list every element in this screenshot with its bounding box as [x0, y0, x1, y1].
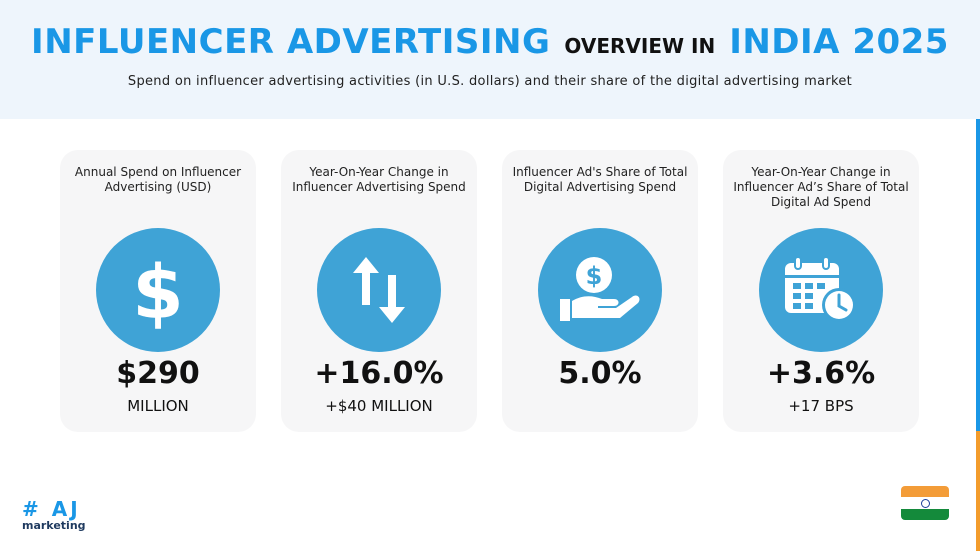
stat-card-yoy-spend-change: Year-On-Year Change in Influencer Advert…	[281, 150, 477, 432]
title-part-3: INDIA 2025	[729, 22, 949, 62]
stat-card-digital-share: Influencer Ad's Share of Total Digital A…	[502, 150, 698, 432]
title-part-1: INFLUENCER ADVERTISING	[31, 22, 551, 62]
svg-text:$: $	[586, 262, 603, 290]
card-sub: +$40 MILLION	[325, 397, 433, 415]
aj-marketing-logo: # AJ marketing	[22, 498, 86, 532]
card-value: +3.6%	[766, 356, 876, 391]
title-part-2: OVERVIEW IN	[564, 34, 716, 58]
card-label: Year-On-Year Change in Influencer Advert…	[292, 165, 466, 194]
dollar-sign-icon: $	[96, 228, 220, 352]
logo-text: marketing	[22, 519, 86, 532]
logo-mark: # AJ	[22, 497, 81, 521]
up-down-arrows-icon	[317, 228, 441, 352]
hand-coin-icon: $	[538, 228, 662, 352]
india-flag-icon	[901, 486, 949, 520]
page-title: INFLUENCER ADVERTISING OVERVIEW IN INDIA…	[0, 22, 980, 62]
header: INFLUENCER ADVERTISING OVERVIEW IN INDIA…	[0, 0, 980, 119]
card-value: +16.0%	[314, 356, 444, 391]
card-value: $290	[116, 356, 200, 391]
stat-card-yoy-share-change: Year-On-Year Change in Influencer Ad’s S…	[723, 150, 919, 432]
card-sub: MILLION	[127, 397, 189, 415]
right-accent-bar	[976, 119, 980, 551]
svg-text:$: $	[132, 250, 184, 330]
card-sub: +17 BPS	[788, 397, 854, 415]
card-label: Year-On-Year Change in Influencer Ad’s S…	[733, 165, 909, 209]
page-subtitle: Spend on influencer advertising activiti…	[127, 74, 853, 89]
card-value: 5.0%	[558, 356, 642, 391]
card-label: Annual Spend on Influencer Advertising (…	[74, 165, 242, 194]
stat-card-annual-spend: Annual Spend on Influencer Advertising (…	[60, 150, 256, 432]
card-label: Influencer Ad's Share of Total Digital A…	[512, 165, 688, 194]
calendar-clock-icon	[759, 228, 883, 352]
stat-cards: Annual Spend on Influencer Advertising (…	[60, 150, 920, 432]
